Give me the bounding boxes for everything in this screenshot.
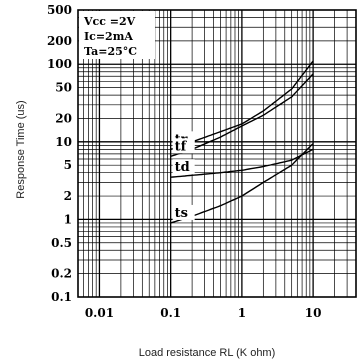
x-tick-label: 1 [238, 306, 246, 320]
y-tick-label: 200 [47, 34, 72, 48]
y-axis-title: Response Time (us) [15, 100, 27, 198]
series-labels: trtftdts [172, 131, 195, 221]
y-tick-label: 0.1 [51, 290, 72, 304]
y-tick-label: 500 [47, 3, 72, 17]
x-tick-label: 0.1 [160, 306, 181, 320]
y-tick-label: 1 [64, 212, 72, 226]
series-label-tf: tf [175, 139, 188, 154]
series-label-bg-tf [172, 138, 195, 154]
series-line-td [170, 148, 314, 178]
x-tick-labels: 0.01 0.1 1 10 [85, 306, 322, 320]
plot-frame [77, 9, 357, 298]
y-tick-label: 2 [64, 189, 72, 203]
y-tick-label: 50 [55, 81, 72, 95]
y-tick-label: 5 [64, 158, 72, 172]
y-tick-label: 0.2 [51, 267, 72, 281]
series-label-bg-td [172, 159, 195, 175]
y-tick-label: 100 [47, 57, 72, 71]
series-label-bg-ts [172, 204, 195, 220]
condition-line: Ta=25°C [84, 45, 137, 58]
y-tick-label: 10 [55, 135, 72, 149]
x-tick-label: 10 [305, 306, 322, 320]
y-tick-labels: 500 200 100 50 20 10 5 2 1 0.5 0.2 0.1 [47, 3, 72, 304]
y-tick-label: 0.5 [51, 236, 72, 250]
x-axis-title: Load resistance RL (K ohm) [139, 347, 276, 359]
conditions-box: Vcc =2V Ic=2mA Ta=25°C [79, 11, 155, 59]
series-label-td: td [175, 160, 190, 175]
conditions-background [79, 11, 155, 59]
series-label-ts: ts [175, 206, 188, 221]
y-tick-label: 20 [55, 111, 72, 125]
condition-line: Vcc =2V [83, 15, 136, 28]
x-tick-label: 0.01 [85, 306, 114, 320]
condition-line: Ic=2mA [84, 30, 133, 43]
